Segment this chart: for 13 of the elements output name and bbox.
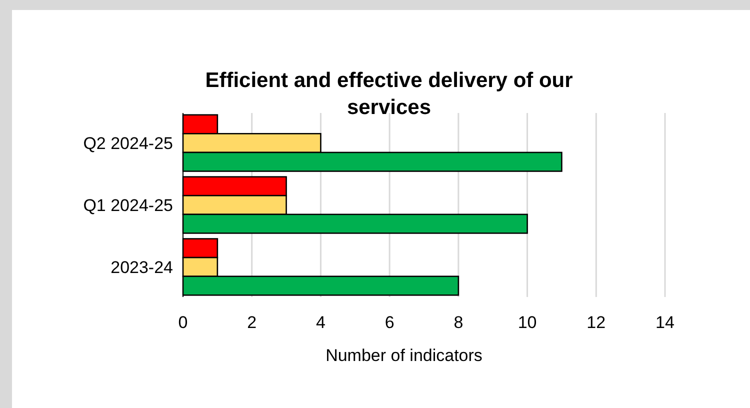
chart-title: Efficient and effective delivery of our services <box>205 69 573 119</box>
x-tick-label: 12 <box>586 313 606 332</box>
x-tick-label: 14 <box>656 313 674 332</box>
x-tick-label: 10 <box>518 313 537 332</box>
y-tick-label: Q2 2024-25 <box>83 134 173 154</box>
x-tick-label: 8 <box>454 313 464 332</box>
x-tick-label: 6 <box>384 313 394 332</box>
x-tick-label: 0 <box>178 313 188 332</box>
y-tick-label: 2023-24 <box>110 258 173 277</box>
x-tick-label: 2 <box>247 313 257 332</box>
y-tick-label: Q1 2024-25 <box>83 196 173 215</box>
x-axis-title: Number of indicators <box>326 346 482 365</box>
x-tick-label: 4 <box>316 313 326 332</box>
